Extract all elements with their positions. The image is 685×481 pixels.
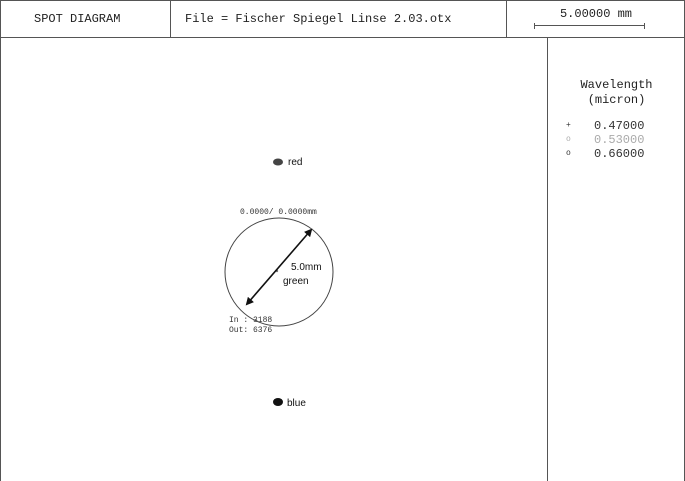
legend-title-line2: (micron) [587, 93, 646, 107]
green-spot-label: green [283, 276, 309, 287]
blue-spot-label: blue [287, 398, 306, 409]
circle-marker-icon: o [566, 135, 571, 144]
legend-item-2: o 0.66000 [566, 147, 676, 161]
header-bar: SPOT DIAGRAM File = Fischer Spiegel Lins… [0, 0, 685, 38]
red-spot [273, 158, 283, 166]
file-name-text: File = Fischer Spiegel Linse 2.03.otx [185, 12, 452, 26]
plus-marker-icon: + [566, 121, 571, 130]
diameter-arrow [245, 228, 313, 306]
scale-indicator: 5.00000 mm [507, 1, 685, 37]
scale-bar [534, 23, 645, 29]
diagram-title: SPOT DIAGRAM [0, 1, 171, 37]
legend-value: 0.47000 [594, 119, 645, 133]
legend-title: Wavelength (micron) [548, 78, 685, 108]
red-spot-label: red [288, 157, 302, 168]
diameter-label: 5.0mm [291, 262, 322, 273]
legend-title-line1: Wavelength [580, 78, 653, 92]
wavelength-legend: Wavelength (micron) + 0.47000 o 0.53000 … [547, 38, 685, 481]
legend-value: 0.53000 [594, 133, 645, 147]
airy-circle [224, 217, 334, 327]
legend-items: + 0.47000 o 0.53000 o 0.66000 [566, 119, 676, 161]
legend-value: 0.66000 [594, 147, 645, 161]
spot-plot: red 0.0000/ 0.0000mm 5.0mm green In : 31… [224, 157, 334, 409]
blue-spot [273, 398, 283, 406]
scale-label: 5.00000 mm [559, 7, 632, 21]
field-coordinates: 0.0000/ 0.0000mm [240, 208, 317, 217]
diagram-title-text: SPOT DIAGRAM [34, 12, 121, 26]
file-name: File = Fischer Spiegel Linse 2.03.otx [171, 1, 507, 37]
legend-item-0: + 0.47000 [566, 119, 676, 133]
rays-in-count: In : 3188 [229, 316, 272, 325]
rays-out-count: Out: 6376 [229, 326, 272, 335]
legend-item-1: o 0.53000 [566, 133, 676, 147]
circle-marker-icon: o [566, 149, 571, 158]
